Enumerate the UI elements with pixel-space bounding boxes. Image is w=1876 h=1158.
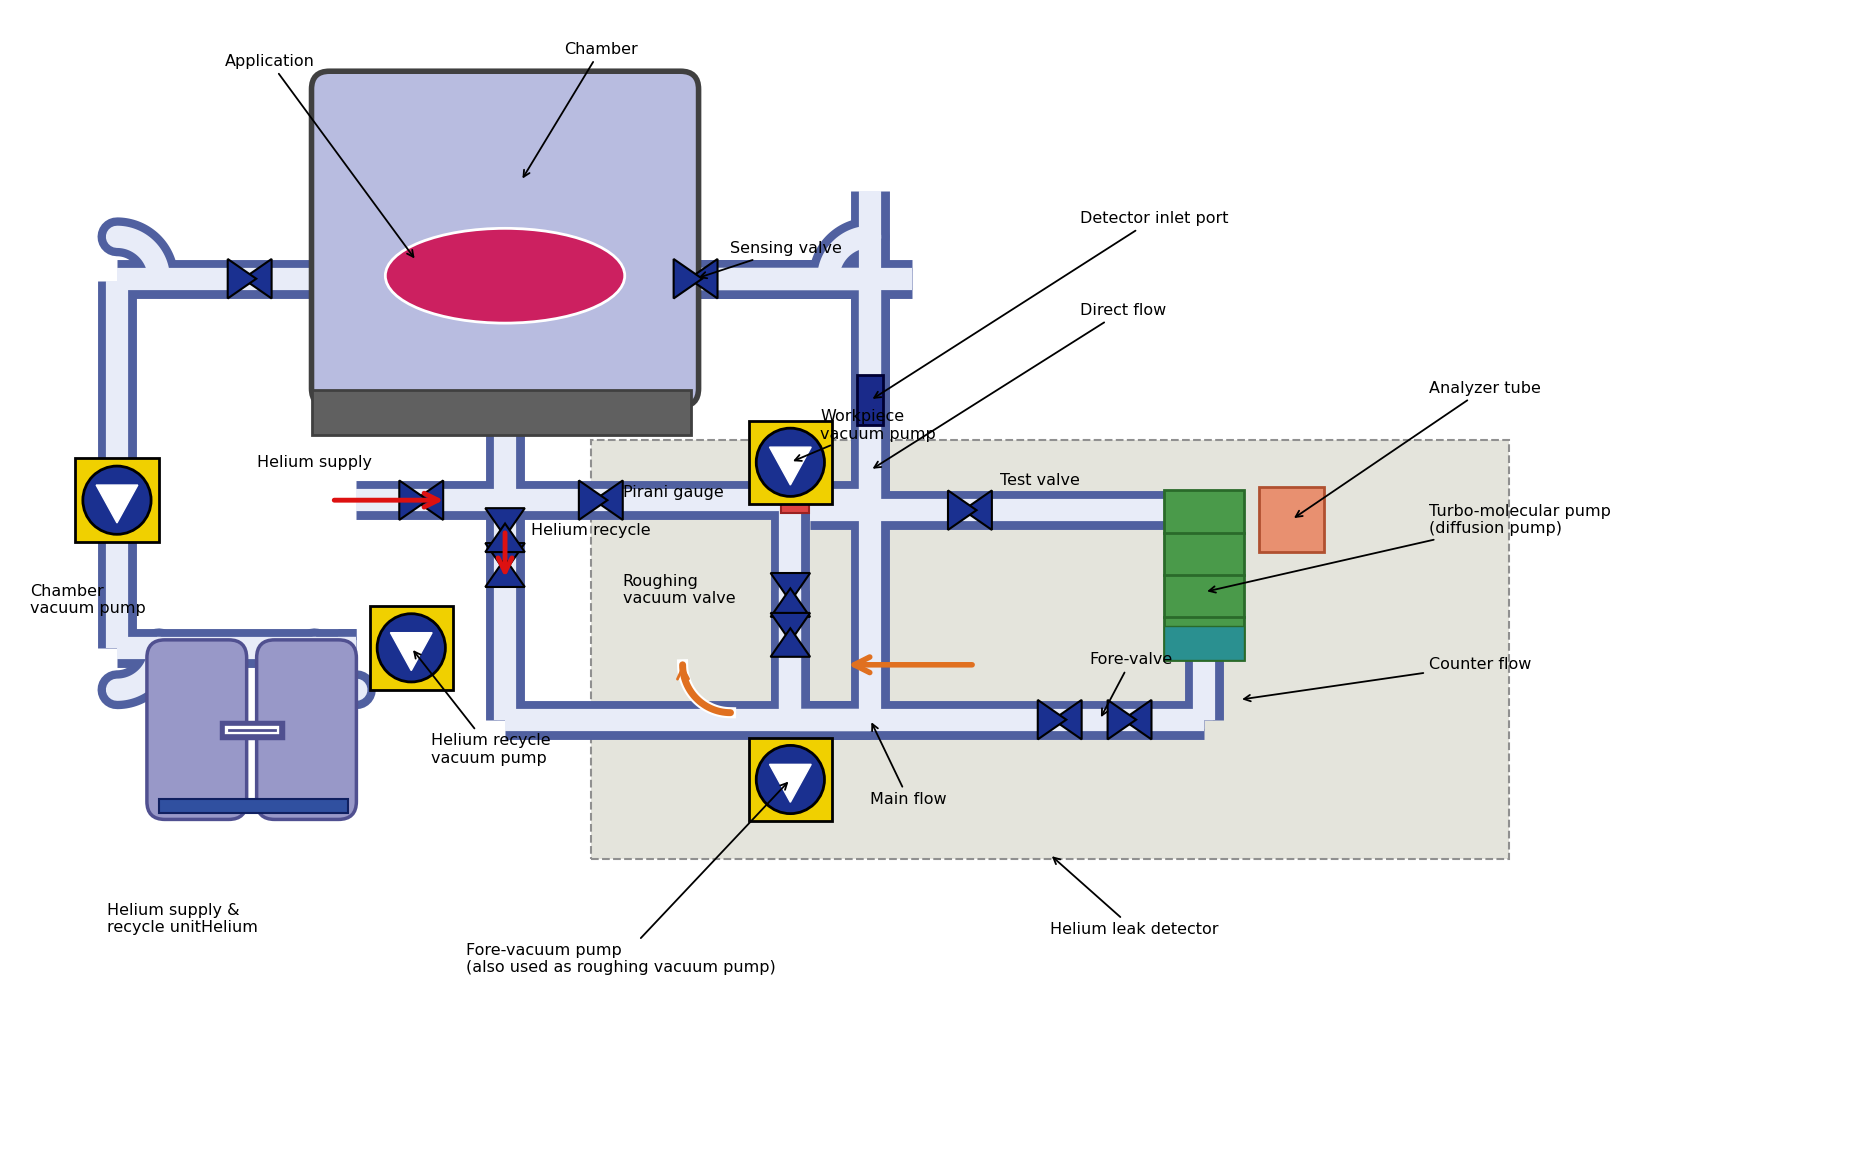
Bar [857,375,884,425]
FancyBboxPatch shape [311,72,698,406]
Ellipse shape [756,428,824,497]
Polygon shape [486,558,525,587]
Polygon shape [390,632,431,670]
Polygon shape [486,508,525,536]
Polygon shape [486,543,525,572]
Polygon shape [1037,699,1066,740]
Bar [1165,490,1244,660]
Bar [159,799,349,813]
Text: Counter flow: Counter flow [1244,658,1531,702]
Polygon shape [964,491,992,530]
Text: Helium recycle: Helium recycle [531,522,651,537]
Bar [749,420,833,504]
Text: Helium recycle
vacuum pump: Helium recycle vacuum pump [415,652,552,765]
Text: Pirani gauge: Pirani gauge [623,485,724,500]
Polygon shape [771,629,810,657]
Text: Application: Application [225,53,413,257]
Bar [1165,625,1244,660]
Polygon shape [688,259,717,299]
Ellipse shape [83,466,152,534]
FancyBboxPatch shape [257,640,356,820]
Polygon shape [244,259,272,299]
Text: Direct flow: Direct flow [874,303,1165,468]
Text: Helium supply &
recycle unitHelium: Helium supply & recycle unitHelium [107,903,257,936]
Polygon shape [415,481,443,520]
Polygon shape [771,613,810,642]
Polygon shape [595,481,623,520]
Polygon shape [947,491,977,530]
Bar [591,440,1508,859]
Bar [1259,488,1324,552]
Polygon shape [769,764,810,802]
Text: Chamber
vacuum pump: Chamber vacuum pump [30,584,146,616]
Ellipse shape [385,228,625,323]
Polygon shape [673,259,702,299]
Text: Detector inlet port: Detector inlet port [874,212,1229,398]
Text: Helium supply: Helium supply [257,455,371,470]
Text: Roughing
vacuum valve: Roughing vacuum valve [623,573,735,606]
Polygon shape [227,259,257,299]
Polygon shape [1124,699,1152,740]
Bar [749,738,833,821]
Bar [75,459,159,542]
Polygon shape [580,481,608,520]
Ellipse shape [377,614,445,682]
Polygon shape [486,523,525,552]
Polygon shape [96,485,137,523]
FancyBboxPatch shape [146,640,246,820]
Polygon shape [769,447,810,485]
Bar [311,390,690,435]
Text: Sensing valve: Sensing valve [700,241,842,278]
Text: Fore-valve: Fore-valve [1090,652,1172,716]
Ellipse shape [756,746,824,814]
Polygon shape [1052,699,1082,740]
Polygon shape [771,573,810,601]
Text: Test valve: Test valve [1000,472,1081,488]
Text: Helium leak detector: Helium leak detector [1051,858,1218,937]
Text: Fore-vacuum pump
(also used as roughing vacuum pump): Fore-vacuum pump (also used as roughing … [465,783,788,975]
Text: Chamber: Chamber [523,42,638,177]
Text: Main flow: Main flow [870,724,947,807]
Polygon shape [400,481,428,520]
Polygon shape [1107,699,1137,740]
Text: Analyzer tube: Analyzer tube [1296,381,1540,516]
Bar [782,482,809,513]
Polygon shape [771,588,810,617]
Text: Workpiece
vacuum pump: Workpiece vacuum pump [795,409,936,461]
Bar [370,606,452,689]
Text: Turbo-molecular pump
(diffusion pump): Turbo-molecular pump (diffusion pump) [1208,504,1611,593]
